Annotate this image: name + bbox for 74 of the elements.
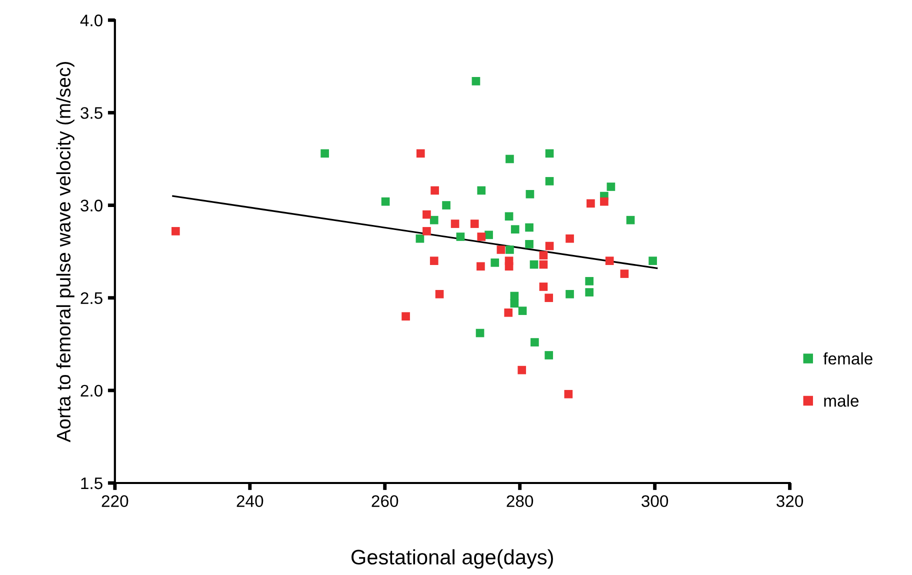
point	[416, 234, 424, 243]
point	[626, 216, 635, 224]
point	[504, 212, 514, 221]
point	[530, 260, 538, 269]
legend-label: male	[824, 394, 859, 407]
point	[585, 288, 594, 296]
y-tick-label: 4.0	[80, 14, 102, 26]
point	[518, 366, 526, 374]
x-tick-label: 240	[236, 495, 264, 508]
point	[320, 149, 329, 158]
point	[402, 312, 410, 321]
point	[490, 258, 500, 267]
point	[526, 190, 534, 198]
y-tick-label: 3.0	[80, 200, 102, 212]
point	[506, 246, 514, 254]
point	[545, 177, 554, 186]
point	[430, 186, 439, 195]
point	[525, 240, 534, 248]
point	[518, 306, 527, 315]
point	[381, 197, 390, 206]
point	[525, 223, 534, 232]
x-tick-label: 220	[102, 495, 128, 508]
point	[476, 328, 484, 338]
point	[566, 234, 574, 243]
point	[620, 270, 629, 278]
point	[586, 199, 595, 208]
point	[442, 201, 450, 210]
point	[539, 260, 548, 269]
y-tick-label: 2.5	[80, 292, 102, 304]
point	[435, 290, 444, 298]
point	[539, 282, 548, 291]
point	[470, 220, 479, 228]
point	[545, 149, 554, 158]
point	[544, 351, 554, 360]
point	[605, 256, 614, 265]
y-tick-label: 3.5	[80, 107, 102, 119]
point	[430, 216, 438, 224]
point	[477, 186, 486, 195]
point	[484, 230, 493, 240]
point	[530, 338, 539, 346]
y-axis-title: Aorta to femoral pulse wave velocity (m/sec)	[56, 62, 74, 442]
point	[477, 232, 486, 241]
point	[539, 251, 548, 260]
point	[545, 242, 554, 250]
point	[510, 225, 520, 234]
point	[606, 182, 616, 191]
point	[496, 246, 506, 254]
point	[422, 210, 431, 219]
point	[600, 197, 608, 206]
y-tick-label: 2.0	[80, 384, 102, 397]
point	[171, 227, 180, 236]
point	[476, 262, 485, 271]
legend-label: female	[823, 352, 872, 365]
point	[564, 390, 573, 398]
point	[422, 227, 431, 236]
point	[544, 294, 554, 302]
point	[416, 149, 425, 158]
point	[504, 308, 513, 317]
point	[456, 232, 465, 241]
point	[585, 277, 594, 286]
point	[450, 220, 460, 228]
point	[648, 256, 657, 265]
point	[472, 77, 480, 86]
point	[504, 262, 514, 271]
point	[566, 290, 574, 298]
point	[510, 299, 519, 308]
x-tick-label: 280	[506, 495, 534, 508]
point	[506, 154, 514, 164]
x-axis-title: Gestational age(days)	[352, 549, 553, 569]
y-tick-label: 1.5	[81, 478, 102, 490]
x-tick-label: 320	[776, 495, 804, 508]
x-tick-label: 260	[372, 495, 398, 508]
x-tick-label: 300	[642, 495, 668, 508]
point	[430, 256, 438, 265]
